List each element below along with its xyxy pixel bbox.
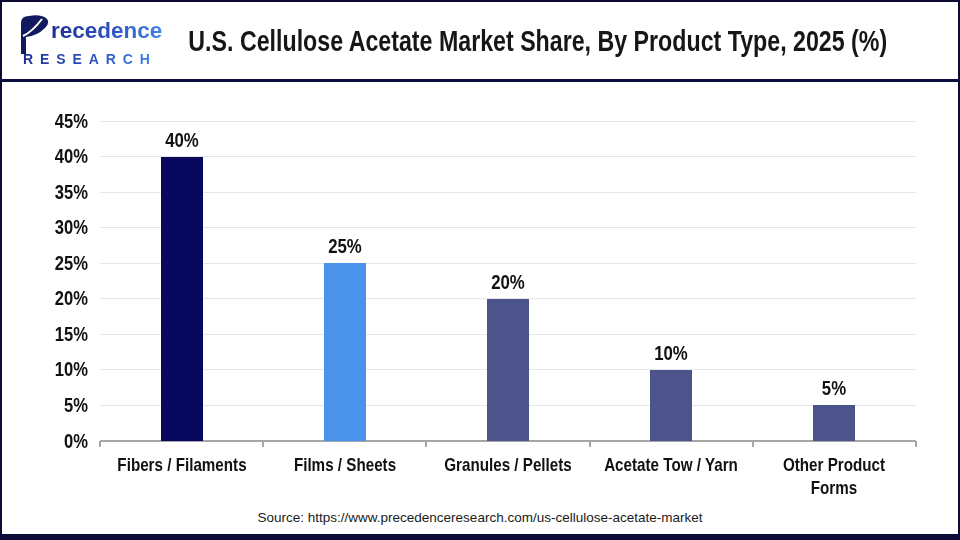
gridline-25	[100, 263, 916, 264]
bar-acetate-tow-yarn	[650, 370, 692, 441]
y-axis-label-15: 15%	[29, 324, 89, 345]
y-axis-label-35: 35%	[29, 182, 89, 203]
bar-value-label: 10%	[633, 342, 709, 365]
plot-area: 40% 25% 20% 10% 5%	[100, 121, 916, 441]
gridline-35	[100, 192, 916, 193]
y-axis-label-0: 0%	[29, 431, 89, 452]
bar-value-label: 5%	[797, 377, 873, 400]
header-divider	[0, 79, 960, 82]
bar-value-label: 40%	[144, 129, 220, 152]
y-axis-label-20: 20%	[29, 288, 89, 309]
x-axis-label: Fibers / Filaments	[109, 453, 255, 476]
bar-films-sheets	[324, 263, 366, 441]
y-axis-label-30: 30%	[29, 217, 89, 238]
chart-title: U.S. Cellulose Acetate Market Share, By …	[118, 2, 958, 80]
header: recedence RESEARCH U.S. Cellulose Acetat…	[2, 2, 958, 80]
bar-value-label: 25%	[307, 235, 383, 258]
bar-granules-pellets	[487, 299, 529, 441]
source-note: Source: https://www.precedenceresearch.c…	[0, 510, 960, 525]
x-axis-tick	[262, 441, 264, 447]
gridline-30	[100, 227, 916, 228]
x-axis-tick	[425, 441, 427, 447]
x-axis-tick	[752, 441, 754, 447]
x-axis-tick	[915, 441, 917, 447]
y-axis-label-40: 40%	[29, 146, 89, 167]
x-axis-label: Other Product Forms	[762, 453, 908, 499]
bar-value-label: 20%	[470, 271, 546, 294]
chart-page: recedence RESEARCH U.S. Cellulose Acetat…	[0, 0, 960, 540]
x-axis-label: Films / Sheets	[272, 453, 418, 476]
x-axis-label: Granules / Pellets	[435, 453, 581, 476]
gridline-40	[100, 156, 916, 157]
y-axis-label-45: 45%	[29, 111, 89, 132]
y-axis-label-5: 5%	[29, 395, 89, 416]
x-axis-tick	[99, 441, 101, 447]
bar-other-product-forms	[813, 405, 855, 441]
bar-fibers-filaments	[161, 157, 203, 441]
y-axis-label-25: 25%	[29, 253, 89, 274]
bottom-accent-bar	[0, 534, 960, 540]
gridline-45	[100, 121, 916, 122]
x-axis-tick	[589, 441, 591, 447]
x-axis-label: Acetate Tow / Yarn	[598, 453, 744, 476]
logo-leaf-p-icon	[18, 14, 50, 54]
y-axis-label-10: 10%	[29, 359, 89, 380]
